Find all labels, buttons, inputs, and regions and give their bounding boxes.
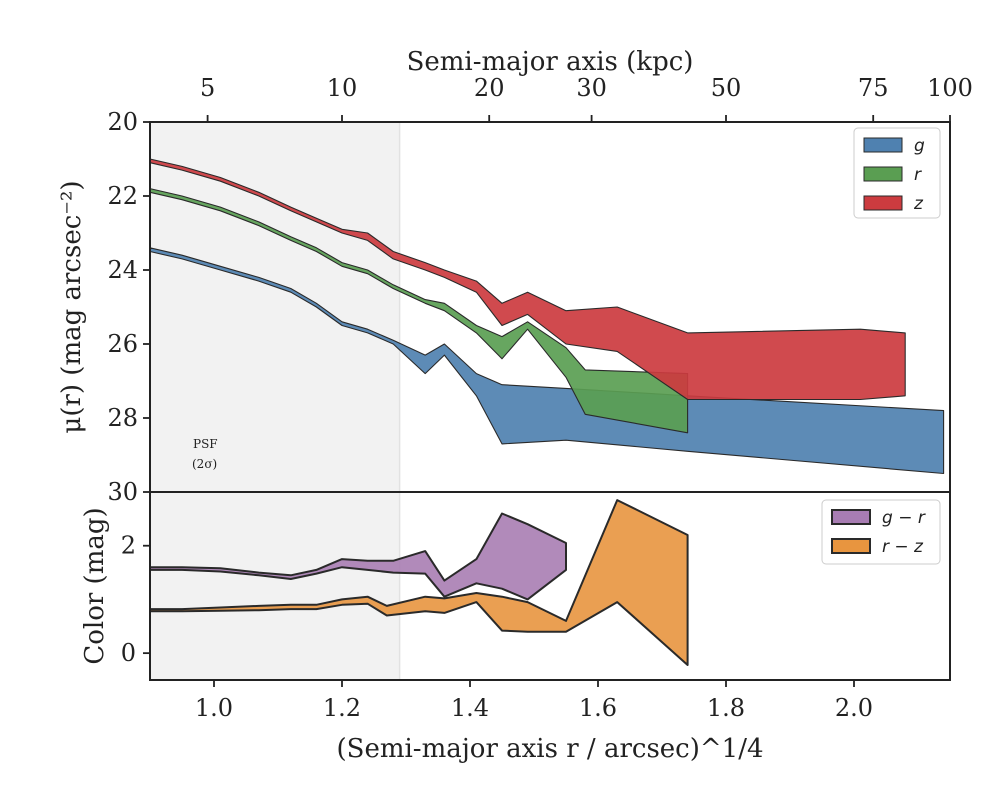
- band-bottom-rz: [149, 499, 689, 666]
- band-bottom-gr: [149, 512, 567, 601]
- top-y-tick-label: 28: [107, 404, 138, 432]
- legend-label-r: r: [914, 165, 922, 185]
- top-x-tick-label: 20: [474, 74, 505, 102]
- top-x-tick-label: 30: [576, 74, 607, 102]
- legend-swatch-gr: [831, 509, 871, 525]
- bottom-x-tick-label: 1.8: [707, 694, 745, 722]
- legend-swatch-z: [863, 195, 903, 211]
- top-y-axis-label: μ(r) (mag arcsec⁻²): [57, 180, 87, 433]
- legend-label-gr: g − r: [882, 508, 926, 528]
- bottom-panel-frame: [149, 491, 951, 681]
- legend-swatch-rz: [831, 538, 871, 554]
- bottom-x-tick-label: 1.4: [451, 694, 489, 722]
- bottom-x-tick-label: 1.0: [195, 694, 233, 722]
- bottom-legend: g − r r − z: [821, 499, 941, 565]
- top-x-tick-label: 50: [711, 74, 742, 102]
- top-legend: grz: [853, 127, 941, 219]
- top-y-tick-label: 24: [107, 256, 138, 284]
- top-y-tick-label: 20: [107, 108, 138, 136]
- top-x-tick-label: 5: [200, 74, 215, 102]
- legend-label-rz: r − z: [882, 537, 924, 557]
- psf-shade-top: [150, 122, 400, 492]
- bottom-x-axis-label: (Semi-major axis r / arcsec)^1/4: [336, 734, 763, 764]
- legend-swatch-r: [863, 166, 903, 182]
- bottom-y-tick-label: 0: [121, 639, 136, 667]
- bottom-x-tick-label: 1.6: [579, 694, 617, 722]
- bottom-x-tick-label: 1.2: [323, 694, 361, 722]
- bottom-y-axis-label: Color (mag): [80, 507, 110, 664]
- psf-shade-bottom: [150, 492, 400, 680]
- legend-label-g: g: [914, 136, 925, 156]
- top-y-tick-label: 26: [107, 330, 138, 358]
- bottom-x-tick-label: 2.0: [835, 694, 873, 722]
- top-y-tick-label: 30: [107, 478, 138, 506]
- top-x-tick-label: 100: [927, 74, 973, 102]
- band-top-g: [149, 247, 945, 475]
- legend-swatch-g: [863, 137, 903, 153]
- band-top-r: [149, 188, 689, 434]
- psf-label: PSF: [193, 437, 218, 451]
- band-top-z: [149, 158, 906, 401]
- top-x-axis-label: Semi-major axis (kpc): [407, 47, 694, 77]
- psf-sigma-label: (2σ): [192, 457, 217, 471]
- top-x-tick-label: 10: [327, 74, 358, 102]
- top-x-tick-label: 75: [858, 74, 889, 102]
- top-y-tick-label: 22: [107, 182, 138, 210]
- bottom-y-tick-label: 2: [121, 532, 136, 560]
- legend-label-z: z: [913, 194, 924, 214]
